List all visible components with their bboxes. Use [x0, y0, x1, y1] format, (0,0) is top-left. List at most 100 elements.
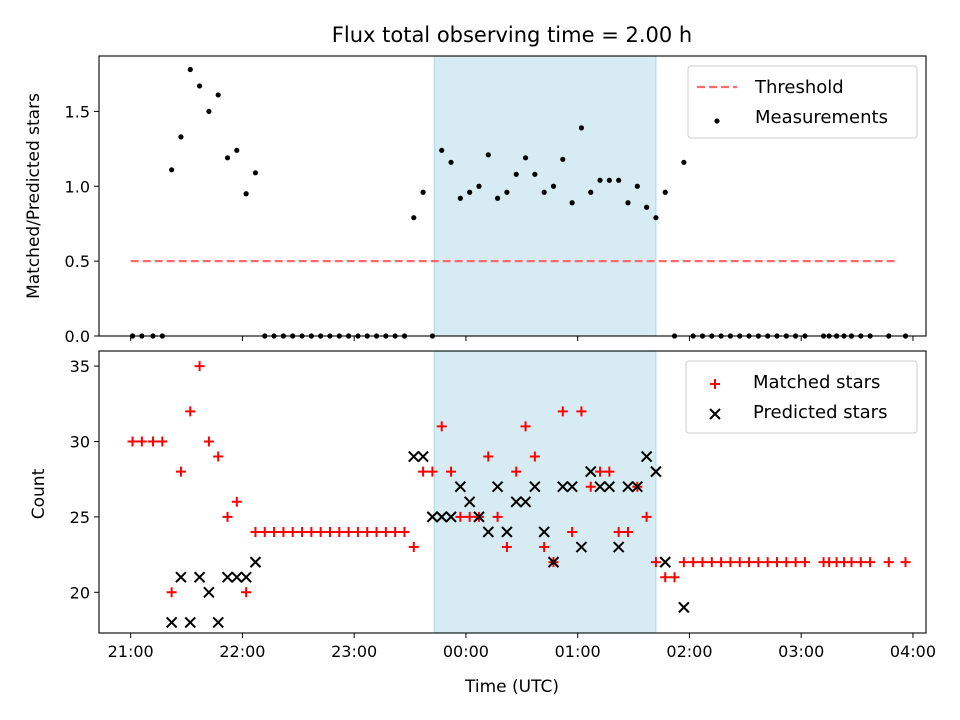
data-point	[411, 215, 417, 221]
data-point	[259, 526, 270, 537]
legend-swatch	[714, 118, 720, 124]
data-point	[194, 361, 205, 372]
data-point	[753, 557, 764, 568]
data-point	[504, 189, 510, 195]
data-point	[846, 557, 857, 568]
data-point	[464, 511, 475, 522]
data-point	[762, 557, 773, 568]
bottom-panel: 20 25 30 35 21:00 22:00 23:00 00:00 01:00 02:00 03…	[70, 350, 936, 661]
y-tick-label: 1.0	[65, 177, 90, 196]
data-point	[660, 572, 671, 583]
y-tick-label: 30	[70, 432, 90, 451]
x-tick-label: 03:00	[778, 642, 824, 661]
data-point	[203, 586, 215, 598]
data-point	[426, 511, 439, 523]
data-point	[681, 159, 687, 165]
data-point	[781, 557, 792, 568]
data-point	[324, 526, 335, 537]
data-point	[231, 571, 243, 583]
data-point	[883, 557, 894, 568]
x-axis-label: Time (UTC)	[464, 677, 559, 697]
legend-label: Measurements	[755, 107, 888, 128]
y-tick-label: 1.5	[65, 102, 90, 121]
data-point	[612, 541, 625, 553]
data-point	[650, 557, 661, 568]
data-point	[399, 526, 410, 537]
data-point	[662, 189, 668, 195]
data-point	[297, 526, 308, 537]
data-point	[539, 542, 550, 553]
data-point	[585, 465, 597, 478]
data-point	[511, 466, 522, 477]
data-point	[550, 183, 557, 189]
data-point	[196, 83, 203, 89]
y-tick-label: 0.5	[65, 252, 90, 271]
data-point	[193, 571, 206, 583]
data-point	[522, 155, 529, 161]
data-point	[241, 587, 252, 598]
data-point	[185, 406, 196, 417]
data-point	[448, 159, 454, 165]
data-point	[221, 571, 234, 583]
data-point	[166, 587, 177, 598]
data-point	[501, 526, 513, 538]
data-point	[744, 557, 755, 568]
data-point	[380, 526, 391, 537]
data-point	[706, 557, 717, 568]
top-observing-span	[433, 55, 657, 337]
data-point	[578, 125, 585, 131]
data-point	[520, 421, 531, 432]
data-point	[631, 481, 644, 493]
data-point	[529, 481, 541, 493]
data-point	[175, 571, 187, 583]
data-point	[136, 436, 147, 447]
data-point	[653, 215, 659, 221]
data-point	[222, 511, 233, 522]
data-point	[622, 526, 633, 537]
data-point	[463, 496, 476, 508]
data-point	[644, 204, 650, 210]
chart-title: Flux total observing time = 2.00 h	[332, 23, 692, 47]
data-point	[900, 557, 911, 568]
y-tick-label: 20	[70, 583, 90, 602]
data-point	[650, 465, 662, 478]
data-point	[457, 195, 463, 201]
data-point	[455, 511, 466, 522]
data-point	[157, 436, 168, 447]
data-point	[588, 189, 594, 195]
data-point	[352, 526, 363, 537]
data-point	[519, 496, 532, 508]
y-tick-label: 0.0	[65, 327, 90, 346]
data-point	[634, 183, 640, 189]
data-point	[560, 156, 566, 162]
data-point	[231, 496, 242, 507]
data-point	[148, 436, 159, 447]
data-point	[566, 481, 578, 493]
x-tick-label: 22:00	[219, 642, 265, 661]
data-point	[538, 526, 550, 538]
data-point	[334, 526, 345, 537]
bottom-y-axis-label: Count	[29, 468, 49, 519]
x-tick-label: 04:00	[890, 642, 936, 661]
data-point	[491, 481, 504, 493]
data-point	[390, 526, 401, 537]
data-point	[252, 170, 259, 176]
data-point	[855, 557, 866, 568]
data-point	[594, 481, 606, 493]
data-point	[622, 481, 634, 493]
data-point	[169, 167, 175, 173]
y-tick-label: 25	[70, 508, 90, 527]
data-point	[567, 526, 578, 537]
data-point	[541, 189, 547, 195]
data-point	[595, 466, 606, 477]
data-point	[569, 200, 575, 206]
data-point	[408, 450, 420, 463]
data-point	[678, 557, 689, 568]
data-point	[240, 571, 252, 583]
data-point	[678, 601, 690, 614]
data-point	[625, 200, 631, 206]
data-point	[597, 177, 603, 183]
data-point	[184, 616, 196, 629]
top-y-axis-label: Matched/Predicted stars	[24, 93, 44, 299]
